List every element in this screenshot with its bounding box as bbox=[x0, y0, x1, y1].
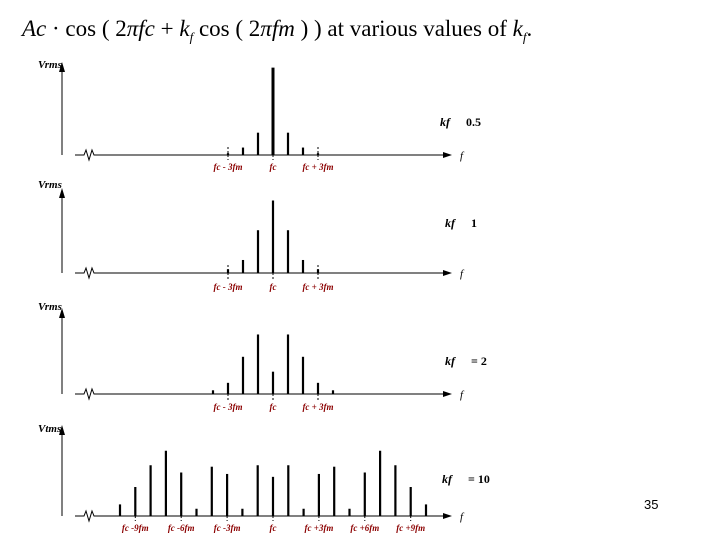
tick-label: fc -3fm bbox=[214, 523, 241, 533]
x-axis-arrow bbox=[443, 270, 452, 276]
y-axis-label: Vrms bbox=[38, 179, 62, 191]
y-axis-arrow bbox=[59, 62, 65, 72]
x-axis-label: f bbox=[460, 150, 465, 162]
kf-value: = 2 bbox=[471, 354, 487, 368]
tick-label: fc - 3fm bbox=[214, 162, 243, 172]
title-fm: fm bbox=[271, 16, 295, 41]
title-amplitude: Ac bbox=[22, 16, 47, 41]
x-axis-label: f bbox=[460, 268, 465, 280]
title-end: . bbox=[526, 16, 533, 41]
tick-label: fc bbox=[270, 402, 277, 412]
slide-title: Ac · cos ( 2πfc + kf cos ( 2πfm ) ) at v… bbox=[22, 14, 712, 53]
title-plus: + bbox=[154, 16, 180, 41]
tick-label: fc bbox=[270, 523, 277, 533]
x-axis-arrow bbox=[443, 513, 452, 519]
title-pi-2: π bbox=[260, 16, 272, 41]
title-cos-2: cos ( 2 bbox=[193, 16, 261, 41]
kf-label: kf bbox=[440, 115, 451, 129]
y-axis-arrow bbox=[59, 188, 65, 198]
x-axis bbox=[75, 148, 444, 162]
kf-value: = 10 bbox=[468, 472, 490, 486]
tick-label: fc -9fm bbox=[122, 523, 149, 533]
tick-label: fc + 3fm bbox=[302, 162, 333, 172]
x-axis-arrow bbox=[443, 152, 452, 158]
kf-value: 1 bbox=[471, 216, 477, 230]
tick-label: fc bbox=[270, 162, 277, 172]
tick-label: fc + 3fm bbox=[302, 282, 333, 292]
tick-label: fc +6fm bbox=[350, 523, 379, 533]
kf-label: kf bbox=[445, 216, 456, 230]
title-fc: fc bbox=[138, 16, 155, 41]
title-k-sub: f bbox=[189, 29, 194, 45]
title-k-2: k bbox=[512, 16, 523, 41]
x-axis bbox=[75, 387, 444, 401]
title-pi-1: π bbox=[126, 16, 139, 41]
x-axis-arrow bbox=[443, 391, 452, 397]
tick-label: fc +3fm bbox=[304, 523, 333, 533]
x-axis bbox=[75, 509, 444, 523]
tick-label: fc + 3fm bbox=[302, 402, 333, 412]
tick-label: fc - 3fm bbox=[214, 282, 243, 292]
tick-label: fc -6fm bbox=[168, 523, 195, 533]
x-axis-label: f bbox=[460, 389, 465, 401]
tick-label: fc - 3fm bbox=[214, 402, 243, 412]
x-axis-label: f bbox=[460, 511, 465, 523]
y-axis-label: Vtms bbox=[38, 423, 61, 435]
y-axis-arrow bbox=[59, 308, 65, 318]
tick-label: fc bbox=[270, 282, 277, 292]
y-axis-label: Vrms bbox=[38, 301, 62, 313]
page-number: 35 bbox=[644, 497, 659, 512]
spectrum-panel-3: Vrms f kf = 2 fc - 3fm fc fc + 3fm bbox=[38, 301, 487, 412]
y-axis-arrow bbox=[59, 425, 65, 435]
spectrum-panel-4: Vtms f kf = 10 fc -9fm fc -6fm fc -3fm fc fc +3f… bbox=[38, 423, 490, 533]
y-axis-label: Vrms bbox=[38, 59, 62, 71]
kf-label: kf bbox=[445, 354, 456, 368]
tick-label: fc +9fm bbox=[396, 523, 425, 533]
title-k: k bbox=[179, 16, 190, 41]
kf-value: 0.5 bbox=[466, 115, 481, 129]
title-k-2-sub: f bbox=[522, 29, 527, 45]
spectrum-panel-2: Vrms f kf 1 fc - 3fm fc fc + 3fm bbox=[38, 179, 477, 292]
kf-label: kf bbox=[442, 472, 453, 486]
x-axis bbox=[75, 266, 444, 280]
spectrum-panel-1: Vrms f kf 0.5 fc - 3fm fc fc + 3fm bbox=[38, 59, 481, 172]
title-cos-1: · cos ( 2 bbox=[46, 16, 127, 41]
title-tail: ) ) at various values of bbox=[294, 16, 513, 41]
